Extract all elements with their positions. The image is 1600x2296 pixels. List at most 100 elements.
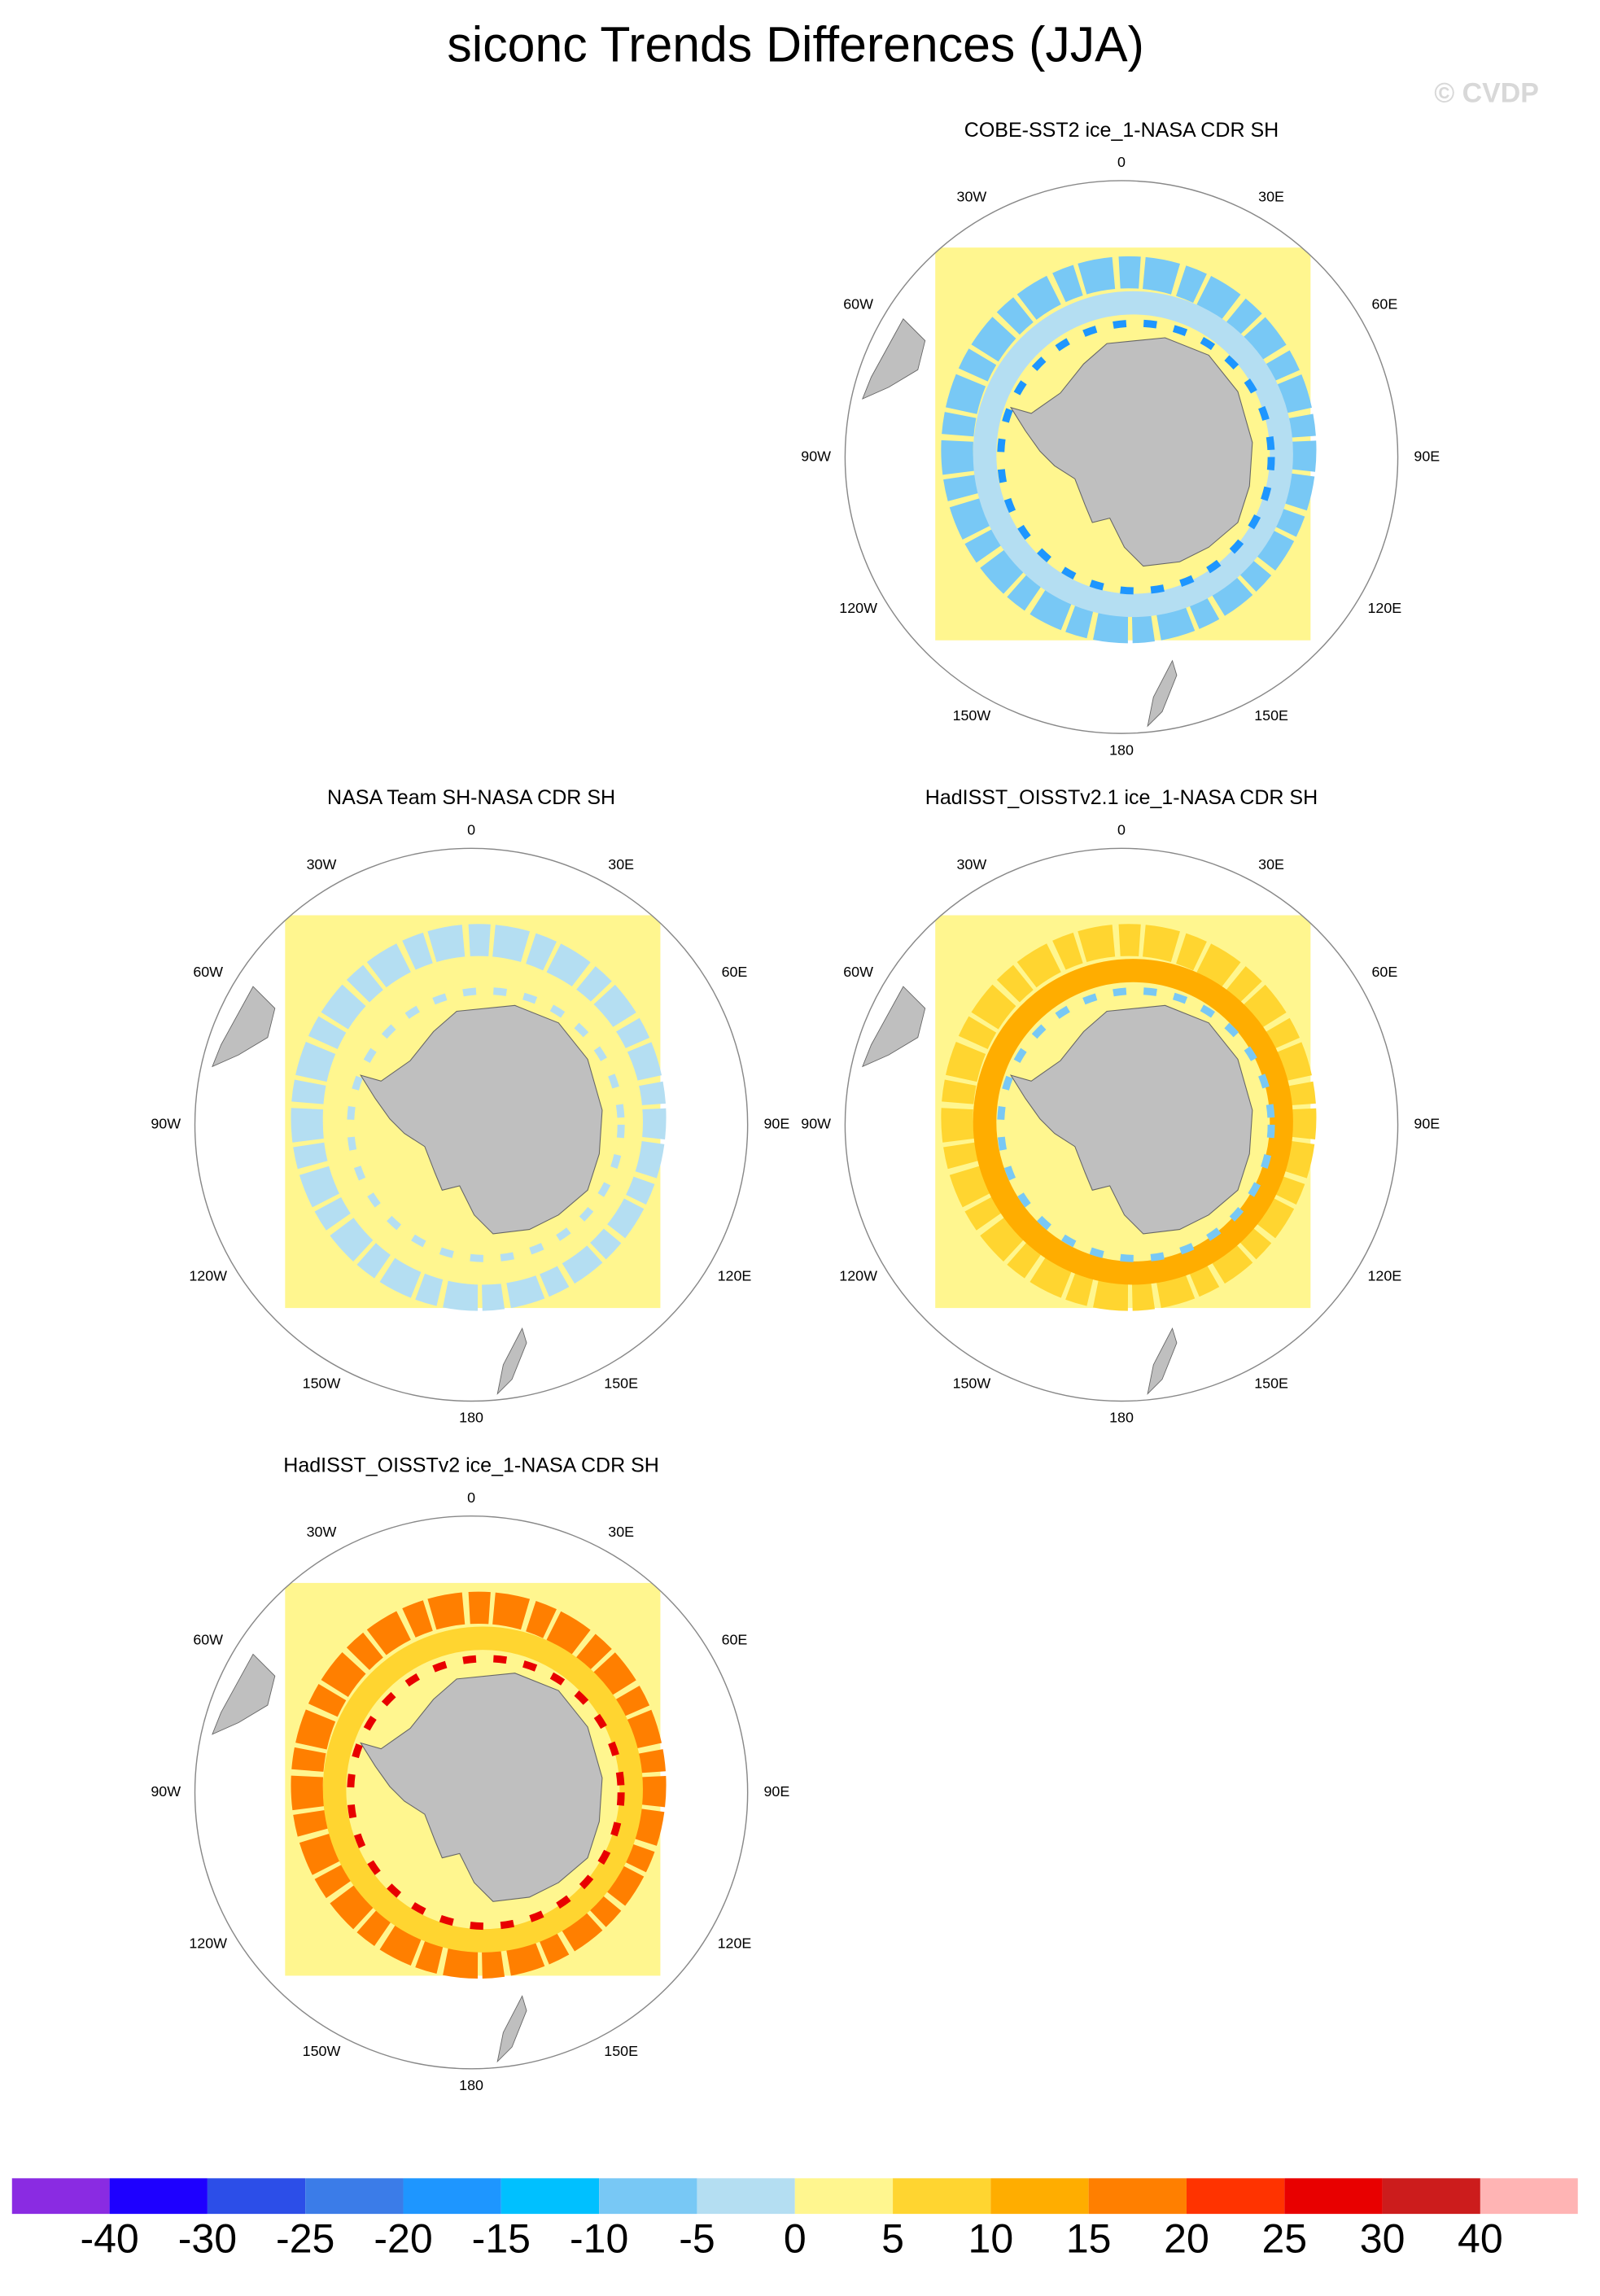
ring-inner (997, 319, 1275, 595)
lon-label: 60W (193, 1631, 223, 1647)
lon-label: 90E (1414, 1116, 1440, 1132)
antarctica (1009, 1004, 1253, 1235)
land (1147, 1327, 1178, 1395)
panel-title: COBE-SST2 ice_1-NASA CDR SH (964, 119, 1279, 142)
colorbar-box (1480, 2177, 1579, 2215)
lon-label: 60E (1371, 296, 1397, 313)
panel-title: NASA Team SH-NASA CDR SH (327, 786, 615, 809)
land (1147, 659, 1178, 728)
map-boundary (844, 180, 1399, 734)
antarctica (1009, 337, 1253, 567)
lon-label: 120E (1368, 1267, 1402, 1284)
map-boundary (194, 847, 749, 1402)
lon-label: 90W (801, 448, 831, 464)
lon-label: 120E (1368, 600, 1402, 616)
lon-label: 90W (801, 1116, 831, 1132)
colorbar-label: -30 (178, 2216, 237, 2262)
map-body (862, 247, 1317, 728)
ring-inner (997, 987, 1275, 1262)
lon-label: 150W (953, 1375, 991, 1391)
map-panel: NASA Team SH-NASA CDR SH 0 30E 60E 90E 120E 15… (151, 786, 789, 1425)
watermark: © CVDP (1434, 77, 1539, 108)
colorbar-box (1284, 2177, 1383, 2215)
ring-outer (941, 924, 1317, 1311)
lon-label: 120E (718, 1267, 752, 1284)
lon-label: 30W (957, 856, 987, 872)
land (496, 1995, 527, 2063)
lon-label: 30W (307, 1524, 337, 1540)
colorbar-box (109, 2177, 208, 2215)
colorbar-frame (11, 2177, 1579, 2215)
map-boundary (194, 1515, 749, 2070)
map-panel: HadISST_OISSTv2 ice_1-NASA CDR SH 0 30E 60E… (151, 1454, 789, 2093)
lon-label: 150W (303, 2043, 341, 2059)
colorbar-box (207, 2177, 306, 2215)
colorbar-box (794, 2177, 894, 2215)
lon-label: 150E (1254, 1375, 1288, 1391)
ring-mid (322, 959, 643, 1285)
lon-label: 60E (1371, 964, 1397, 980)
lon-label: 0 (1117, 822, 1126, 838)
lon-label: 120E (718, 1935, 752, 1952)
colorbar-box (1186, 2177, 1285, 2215)
lon-label: 150W (303, 1375, 341, 1391)
ring-outer (291, 924, 667, 1311)
panel-title: HadISST_OISSTv2.1 ice_1-NASA CDR SH (925, 786, 1318, 809)
map-body (212, 915, 667, 1395)
lon-label: 30W (307, 856, 337, 872)
land (862, 318, 926, 400)
ring-inner (347, 987, 625, 1262)
lon-label: 180 (1109, 1410, 1134, 1426)
lon-label: 30E (608, 1524, 634, 1540)
colorbar-box (11, 2177, 110, 2215)
lon-label: 120W (189, 1935, 227, 1952)
lon-label: 180 (459, 2077, 483, 2093)
colorbar-box (893, 2177, 991, 2215)
ring-mid (322, 1626, 643, 1953)
colorbar-label: -20 (374, 2216, 432, 2262)
colorbar-label: -5 (679, 2216, 715, 2262)
lon-label: 60W (843, 296, 873, 313)
ring-mid (973, 959, 1293, 1285)
ring-mid (973, 291, 1293, 618)
colorbar-label: 0 (784, 2216, 807, 2262)
lon-label: 90E (764, 1783, 790, 1800)
colorbar-label: 15 (1066, 2216, 1112, 2262)
land (212, 986, 276, 1068)
lon-label: 120W (189, 1267, 227, 1284)
lon-label: 0 (467, 1489, 475, 1506)
lon-label: 30E (1258, 856, 1284, 872)
colorbar-label: 30 (1360, 2216, 1405, 2262)
colorbar-label: 20 (1164, 2216, 1209, 2262)
colorbar-label: -15 (472, 2216, 531, 2262)
antarctica (360, 1004, 603, 1235)
ring-outer (291, 1591, 667, 1979)
ring-outer (941, 256, 1317, 644)
colorbar-box (501, 2177, 600, 2215)
lon-label: 180 (459, 1410, 483, 1426)
colorbar-label: 40 (1458, 2216, 1503, 2262)
map-body (212, 1582, 667, 2063)
lon-label: 30E (1258, 188, 1284, 204)
lon-label: 60E (722, 1631, 748, 1647)
lon-label: 90E (764, 1116, 790, 1132)
lon-label: 150E (604, 2043, 638, 2059)
map-boundary (844, 847, 1399, 1402)
panel-title: HadISST_OISSTv2 ice_1-NASA CDR SH (283, 1454, 659, 1477)
colorbar-label: 25 (1261, 2216, 1307, 2262)
colorbar-box (305, 2177, 404, 2215)
colorbar-label: 10 (968, 2216, 1014, 2262)
colorbar-box (990, 2177, 1089, 2215)
colorbar-box (697, 2177, 795, 2215)
colorbar-label: -10 (570, 2216, 628, 2262)
lon-label: 150E (1254, 707, 1288, 724)
lon-label: 60W (193, 964, 223, 980)
lon-label: 60W (843, 964, 873, 980)
antarctica (360, 1673, 603, 1902)
colorbar-box (403, 2177, 501, 2215)
lon-label: 90W (151, 1116, 181, 1132)
land (212, 1653, 276, 1735)
lon-label: 90W (151, 1783, 181, 1800)
figure-title: siconc Trends Differences (JJA) (447, 16, 1143, 72)
